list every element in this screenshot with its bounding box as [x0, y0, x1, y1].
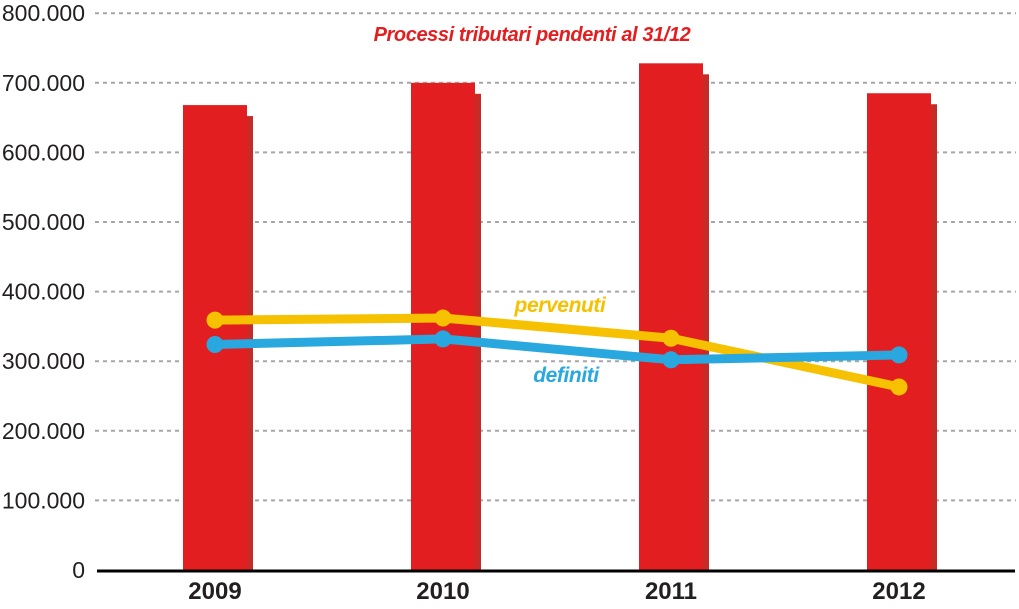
y-tick-label: 0 — [72, 557, 85, 583]
y-tick-label: 600.000 — [2, 139, 85, 165]
marker-definiti-2012 — [890, 346, 908, 364]
marker-pervenuti-2009 — [206, 311, 224, 329]
marker-definiti-2010 — [434, 330, 452, 348]
bar-shadow-2010 — [475, 93, 481, 571]
line-definiti — [214, 334, 900, 365]
y-tick-label: 500.000 — [2, 209, 85, 235]
x-tick-label-2009: 2009 — [188, 578, 241, 605]
series-label-definiti: definiti — [533, 364, 599, 387]
bar-shadow-2011 — [703, 74, 709, 570]
y-tick-label: 100.000 — [2, 487, 85, 513]
bar-shadow-2012 — [931, 104, 937, 571]
y-tick-label: 200.000 — [2, 418, 85, 444]
bar-2012 — [867, 93, 931, 571]
marker-definiti-2009 — [206, 335, 224, 353]
x-tick-label-2010: 2010 — [416, 578, 469, 605]
marker-definiti-2011 — [662, 351, 680, 369]
bar-2011 — [639, 63, 703, 570]
line-pervenuti — [214, 313, 900, 392]
y-tick-label: 400.000 — [2, 279, 85, 305]
marker-pervenuti-2011 — [662, 329, 680, 347]
marker-pervenuti-2012 — [890, 378, 908, 396]
y-tick-label: 300.000 — [2, 348, 85, 374]
x-tick-label-2011: 2011 — [645, 578, 697, 605]
series-label-pervenuti: pervenuti — [514, 294, 606, 317]
y-tick-label: 800.000 — [2, 0, 85, 26]
y-tick-label: 700.000 — [2, 70, 85, 96]
chart-title: Processi tributari pendenti al 31/12 — [373, 24, 691, 46]
marker-pervenuti-2010 — [434, 309, 452, 327]
x-tick-label-2012: 2012 — [872, 578, 925, 605]
